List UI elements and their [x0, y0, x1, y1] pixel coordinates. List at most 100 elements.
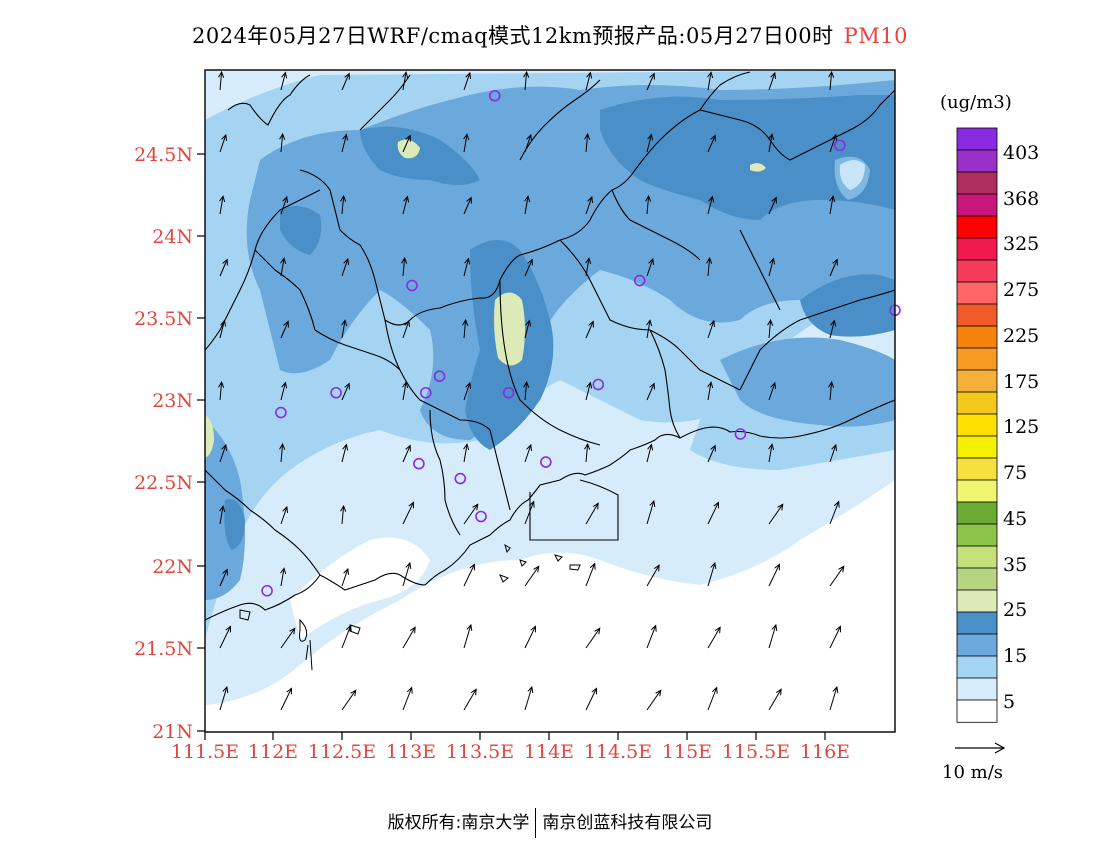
wind-arrow [219, 133, 228, 153]
map-frame [204, 69, 896, 733]
legend-swatch [956, 435, 998, 459]
wind-arrow [402, 626, 416, 649]
wind-arrow [768, 381, 777, 401]
wind-arrow [402, 195, 410, 215]
map-title-text: 2024年05月27日WRF/cmaq模式12km预报产品:05月27日00时 [191, 24, 834, 48]
wind-arrow [401, 256, 408, 277]
legend-swatch [956, 567, 998, 591]
wind-arrow [280, 71, 288, 91]
concentration-fill [205, 70, 895, 732]
wind-arrow [707, 319, 716, 339]
wind-arrow [829, 443, 838, 463]
legend-level-175: 175 [1003, 371, 1039, 393]
legend-level-368: 368 [1003, 188, 1039, 210]
station-marker [833, 139, 846, 152]
lon-label-116E: 116E [800, 741, 850, 763]
legend-swatch [956, 655, 998, 679]
legend-swatch [956, 633, 998, 657]
copyright-right: 南京创蓝科技有限公司 [542, 813, 713, 833]
wind-arrow [523, 380, 530, 401]
wind-arrow [768, 71, 777, 91]
legend-swatch [956, 215, 998, 239]
wind-arrow [341, 133, 349, 153]
wind-arrow [829, 565, 845, 587]
lat-label-21N: 21N [152, 721, 193, 743]
wind-arrow [280, 627, 296, 649]
wind-arrow [829, 500, 840, 525]
station-marker [502, 386, 515, 399]
wind-arrow [340, 194, 347, 215]
wind-arrow [584, 132, 591, 153]
wind-arrow [829, 133, 838, 153]
wind-arrow [341, 72, 350, 91]
wind-arrow [828, 70, 835, 91]
wind-arrow [463, 381, 472, 401]
wind-arrow [463, 133, 470, 153]
legend-swatch [956, 149, 998, 173]
wind-arrow [768, 563, 780, 587]
legend-swatch [956, 523, 998, 547]
wind-arrow [768, 688, 782, 711]
latitude-ticks [197, 153, 205, 732]
legend-swatch [956, 589, 998, 613]
wind-arrow [707, 686, 718, 711]
wind-arrow [829, 195, 836, 215]
wind-arrow [768, 503, 784, 525]
wind-arrow [646, 624, 657, 649]
legend-swatch [956, 171, 998, 195]
wind-arrow [524, 195, 531, 215]
lon-label-112E: 112E [248, 741, 298, 763]
lat-label-23N: 23N [152, 390, 193, 412]
station-marker [454, 472, 467, 485]
lon-label-115.5E: 115.5E [722, 741, 790, 763]
wind-arrow [341, 689, 357, 711]
lat-label-22.5N: 22.5N [134, 472, 193, 494]
wind-arrow [585, 320, 594, 339]
wind-arrow [707, 444, 716, 463]
wind-arrow [707, 134, 716, 153]
legend-level-125: 125 [1003, 416, 1039, 438]
legend-swatch [956, 479, 998, 503]
lon-label-114.5E: 114.5E [584, 741, 652, 763]
wind-arrow [280, 257, 287, 277]
wind-arrow [524, 443, 533, 463]
wind-arrow [585, 687, 597, 711]
legend-swatch [956, 413, 998, 437]
legend-level-325: 325 [1003, 233, 1039, 255]
wind-arrow [524, 258, 533, 277]
wind-arrow [829, 258, 838, 277]
station-marker [433, 370, 446, 383]
legend-level-403: 403 [1003, 142, 1039, 164]
wind-arrow [463, 503, 479, 525]
wind-arrow [646, 72, 655, 91]
station-marker [734, 428, 747, 440]
wind-arrow [767, 318, 774, 339]
lon-label-112.5E: 112.5E [308, 741, 376, 763]
station-marker [475, 510, 487, 523]
legend-swatch [956, 611, 998, 635]
legend-swatch [956, 677, 998, 701]
wind-arrow [463, 196, 472, 215]
wind-arrow [646, 382, 655, 401]
wind-arrow [341, 567, 350, 587]
wind-arrow [585, 562, 596, 587]
legend-swatch [956, 699, 998, 723]
wind-arrow [768, 443, 775, 463]
wind-arrow [402, 71, 409, 91]
lon-label-111.5E: 111.5E [171, 741, 239, 763]
footer-divider [535, 808, 537, 838]
legend-swatch [956, 303, 998, 327]
wind-arrow [280, 195, 289, 215]
wind-arrow [768, 133, 775, 153]
wind-arrow [463, 623, 473, 649]
legend-swatch [956, 237, 998, 261]
wind-arrow [341, 382, 350, 401]
wind-arrow [829, 685, 839, 711]
wind-arrow [402, 561, 412, 587]
station-marker [406, 279, 418, 292]
wind-arrow [462, 318, 469, 339]
wind-arrow [585, 381, 593, 401]
legend-level-45: 45 [1003, 508, 1027, 530]
legend-swatch [956, 325, 998, 349]
wind-arrow [219, 625, 231, 649]
